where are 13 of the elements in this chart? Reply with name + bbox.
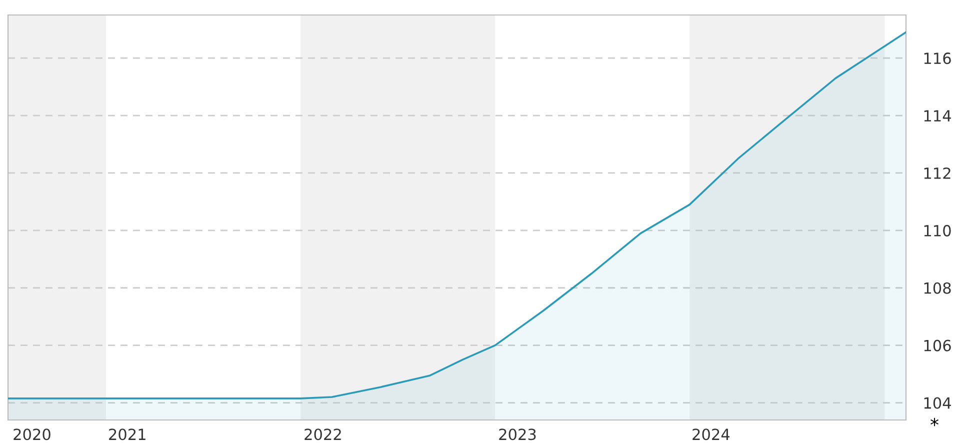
y-tick-label: 110 (924, 224, 951, 236)
text: * (930, 418, 938, 426)
x-tick-label: 2022 (304, 428, 341, 440)
x-tick-label: 2021 (109, 428, 146, 440)
x-tick-label: 2020 (14, 428, 50, 440)
y-tick-label: 114 (924, 110, 951, 122)
x-tick-label: 2024 (692, 428, 730, 440)
x-tick-label: 2023 (499, 428, 536, 440)
y-tick-label: 116 (924, 52, 951, 64)
y-tick-label: 108 (924, 282, 951, 294)
y-tick-label: 112 (924, 167, 950, 179)
y-tick-label: 104 (924, 397, 951, 409)
y-tick-label: 106 (924, 340, 951, 352)
